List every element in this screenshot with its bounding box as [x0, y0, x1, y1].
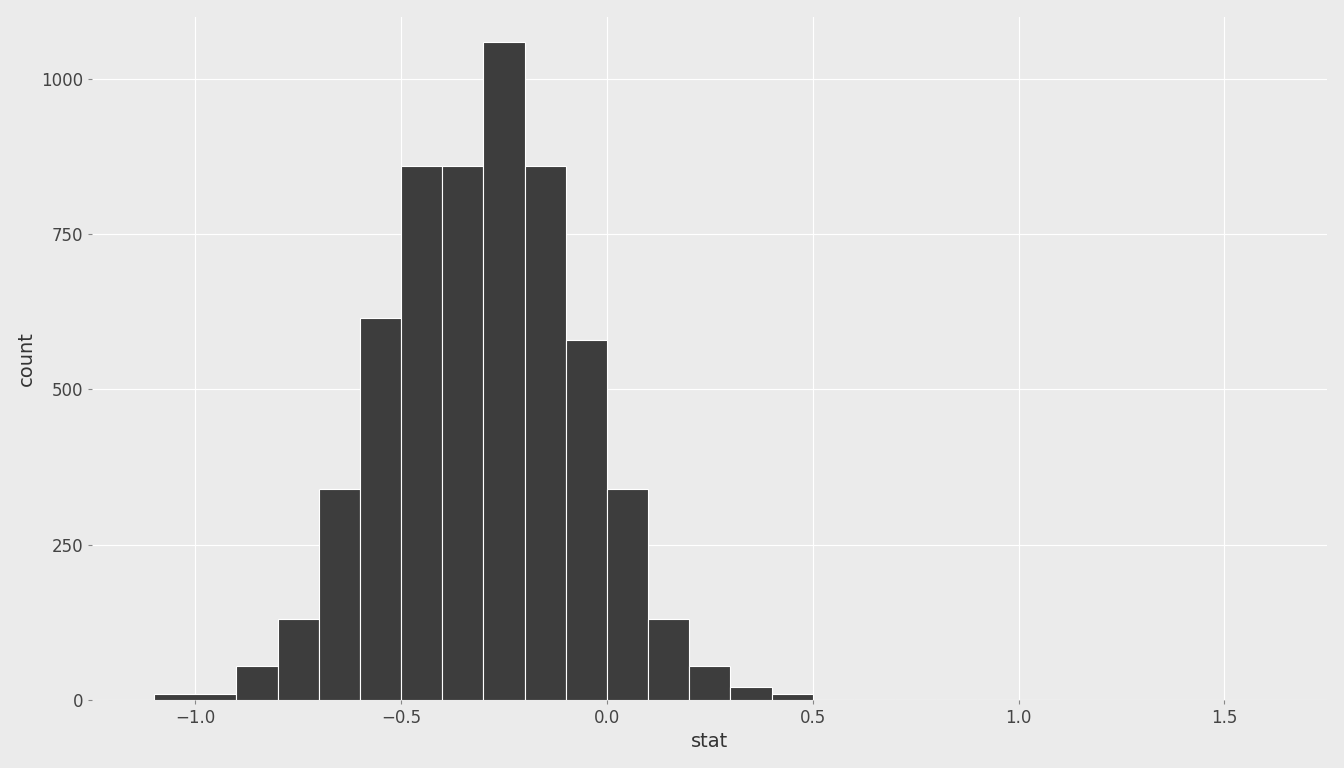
X-axis label: stat: stat: [691, 733, 728, 751]
Bar: [319, 488, 360, 700]
Bar: [155, 694, 237, 700]
Bar: [566, 339, 607, 700]
Bar: [360, 318, 401, 700]
Bar: [689, 666, 730, 700]
Bar: [771, 694, 813, 700]
Bar: [278, 619, 319, 700]
Bar: [730, 687, 771, 700]
Bar: [607, 488, 648, 700]
Bar: [442, 166, 484, 700]
Bar: [401, 166, 442, 700]
Bar: [484, 41, 524, 700]
Y-axis label: count: count: [16, 331, 36, 386]
Bar: [237, 666, 278, 700]
Bar: [524, 166, 566, 700]
Bar: [648, 619, 689, 700]
